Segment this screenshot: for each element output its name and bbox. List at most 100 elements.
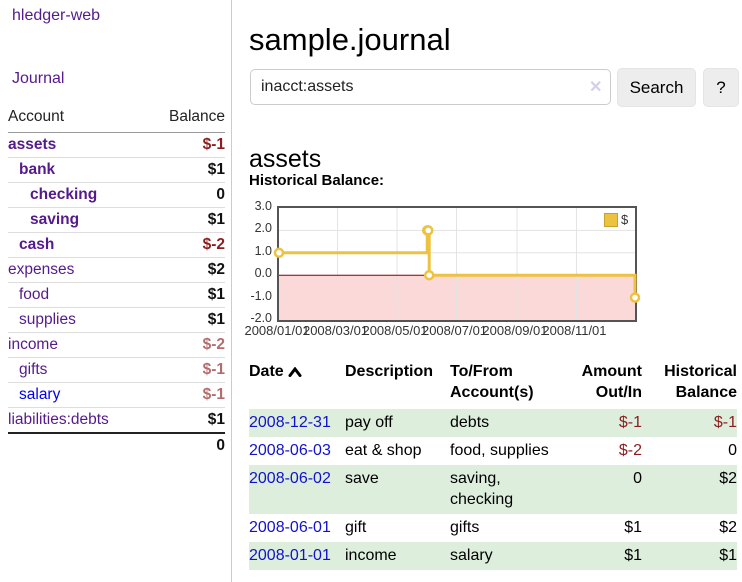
account-row: liabilities:debts $1 — [8, 408, 225, 432]
transaction-amount-cell: $-2 — [618, 442, 642, 459]
chart-label: Historical Balance: — [249, 172, 385, 189]
transaction-date-link[interactable]: 2008-06-01 — [249, 519, 331, 536]
account-row: gifts $-1 — [8, 358, 225, 383]
transactions-body: 2008-12-31 pay off debts $-1 $-1 2008-06-03 ea… — [249, 409, 737, 570]
transaction-date-cell: 2008-06-02 — [249, 465, 345, 514]
x-axis-tick: 2008/11/01 — [542, 323, 607, 338]
account-link[interactable]: gifts — [19, 361, 48, 378]
account-link[interactable]: expenses — [8, 261, 75, 278]
sidebar-item-journal[interactable]: Journal — [12, 70, 65, 87]
transaction-accounts-cell: food, supplies — [450, 442, 549, 459]
search-button[interactable]: Search — [617, 68, 696, 107]
account-balance: $1 — [207, 161, 225, 178]
column-header-amount: Amount Out/In — [581, 363, 642, 401]
account-balance: $-1 — [202, 136, 225, 153]
account-balance: $-1 — [202, 361, 225, 378]
accounts-table: Account Balance assets $-1 bank $1 checking 0… — [8, 106, 225, 458]
account-link[interactable]: bank — [19, 161, 56, 178]
transactions-table: Date Description To/From Account(s) Amou… — [249, 359, 737, 570]
help-button[interactable]: ? — [703, 68, 739, 107]
transaction-row: 2008-06-01 gift gifts $1 $2 — [249, 514, 737, 542]
x-axis-tick: 2008/09/01 — [482, 323, 548, 338]
account-link[interactable]: saving — [30, 211, 80, 228]
transaction-balance-cell: 0 — [728, 442, 737, 459]
transaction-row: 2008-06-03 eat & shop food, supplies $-2 0 — [249, 437, 737, 465]
account-heading: assets — [249, 144, 322, 173]
column-header-balance: Historical Balance — [664, 363, 737, 401]
transaction-row: 2008-12-31 pay off debts $-1 $-1 — [249, 409, 737, 437]
account-balance: $1 — [207, 311, 225, 328]
account-link[interactable]: assets — [8, 136, 57, 153]
account-link[interactable]: cash — [19, 236, 55, 253]
x-axis-tick: 2008/03/01 — [302, 323, 369, 338]
transaction-amount-cell: $-1 — [618, 414, 642, 431]
transaction-balance-cell: $2 — [719, 470, 737, 487]
transaction-date-link[interactable]: 2008-06-03 — [249, 442, 331, 459]
sort-ascending-icon — [288, 366, 302, 377]
account-column-header: Account — [8, 108, 65, 125]
account-balance: $-1 — [202, 386, 225, 403]
transaction-row: 2008-06-02 save saving, checking 0 $2 — [249, 465, 737, 514]
x-axis-tick: 2008/07/01 — [421, 323, 488, 338]
y-axis-tick: 1.0 — [254, 243, 272, 258]
account-link[interactable]: salary — [19, 386, 61, 403]
sidebar: hledger-web Journal Account Balance asse… — [0, 0, 232, 582]
transaction-balance-cell: $-1 — [713, 414, 737, 431]
transaction-description-cell: gift — [345, 519, 367, 536]
column-header-accounts: To/From Account(s) — [450, 363, 534, 401]
transaction-row: 2008-01-01 income salary $1 $1 — [249, 542, 737, 570]
transaction-amount-cell: $1 — [624, 519, 642, 536]
account-link[interactable]: checking — [30, 186, 98, 203]
account-row: salary $-1 — [8, 383, 225, 408]
transaction-date-link[interactable]: 2008-06-02 — [249, 470, 331, 487]
account-link[interactable]: food — [19, 286, 50, 303]
clear-search-icon[interactable]: ✕ — [589, 79, 603, 96]
transaction-date-cell: 2008-06-03 — [249, 437, 345, 465]
account-link[interactable]: supplies — [19, 311, 76, 328]
account-balance: $1 — [207, 286, 225, 303]
brand-link[interactable]: hledger-web — [12, 7, 101, 24]
account-balance: $1 — [207, 411, 225, 428]
transactions-header-row: Date Description To/From Account(s) Amou… — [249, 359, 737, 409]
search-input[interactable] — [250, 69, 611, 105]
historical-balance-chart — [273, 206, 641, 322]
column-header-date[interactable]: Date — [249, 359, 345, 409]
date-header-label: Date — [249, 363, 284, 380]
account-balance: $-2 — [202, 236, 225, 253]
account-balance: $-2 — [202, 336, 225, 353]
transaction-amount-cell: 0 — [633, 470, 642, 487]
transaction-description-cell: save — [345, 470, 379, 487]
transaction-date-link[interactable]: 2008-12-31 — [249, 414, 331, 431]
account-balance: $2 — [207, 261, 225, 278]
x-axis-tick: 2008/05/01 — [362, 323, 428, 338]
chart-legend: $ — [601, 211, 632, 228]
legend-swatch-icon — [604, 212, 618, 227]
transaction-date-link[interactable]: 2008-01-01 — [249, 547, 331, 564]
y-axis-tick: 3.0 — [254, 199, 272, 213]
page-title: sample.journal — [249, 21, 451, 57]
account-row: expenses $2 — [8, 258, 225, 283]
y-axis-tick: -1.0 — [250, 288, 272, 303]
accounts-table-header: Account Balance — [8, 106, 225, 133]
transaction-balance-cell: $2 — [719, 519, 737, 536]
account-balance: $1 — [207, 211, 225, 228]
transaction-description-cell: income — [345, 547, 397, 564]
account-link[interactable]: income — [8, 336, 58, 353]
column-header-description: Description — [345, 363, 434, 380]
y-axis-tick: 0.0 — [254, 266, 272, 281]
transaction-date-cell: 2008-01-01 — [249, 542, 345, 570]
accounts-total-row: 0 — [8, 432, 225, 458]
transaction-accounts-cell: gifts — [450, 519, 480, 536]
balance-column-header: Balance — [168, 108, 225, 125]
transaction-amount-cell: $1 — [624, 547, 642, 564]
account-row: bank $1 — [8, 158, 225, 183]
balance-chart-svg — [273, 208, 641, 320]
account-row: cash $-2 — [8, 233, 225, 258]
accounts-total-value: 0 — [216, 437, 225, 454]
transaction-date-cell: 2008-06-01 — [249, 514, 345, 542]
account-row: income $-2 — [8, 333, 225, 358]
account-link[interactable]: liabilities:debts — [8, 411, 109, 428]
transaction-date-cell: 2008-12-31 — [249, 409, 345, 437]
y-axis-tick: -2.0 — [250, 311, 272, 325]
transaction-balance-cell: $1 — [719, 547, 737, 564]
